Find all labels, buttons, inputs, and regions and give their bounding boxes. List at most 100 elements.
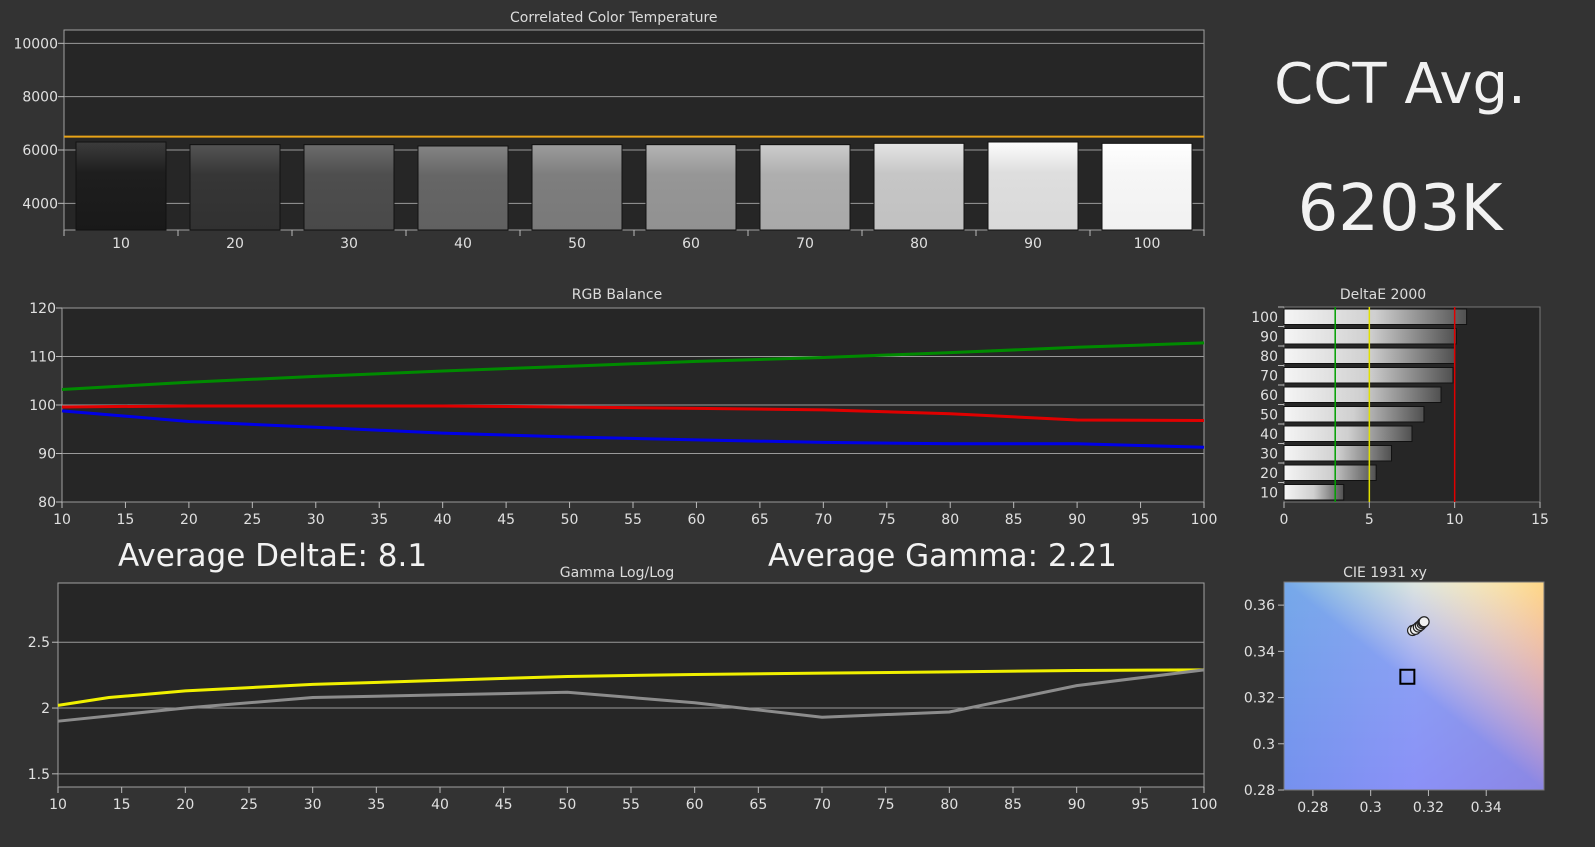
rgb-xtick-label: 90 <box>1068 512 1086 528</box>
cct-xtick-label: 20 <box>226 236 244 252</box>
rgb-xtick-label: 45 <box>497 512 515 528</box>
gamma-series-target <box>57 668 1205 707</box>
rgb-xtick-label: 55 <box>624 512 642 528</box>
deltae-ytick-label: 80 <box>1260 349 1278 365</box>
cct-xtick-label: 10 <box>112 236 130 252</box>
cie-gamut-blue <box>1283 581 1545 791</box>
gamma-xtick-label: 20 <box>176 797 194 813</box>
cie-chart: 0.28 0.3 0.32 0.34 0.36 0.28 0.3 0.32 0.34 <box>1244 581 1545 816</box>
rgb-xtick-label: 85 <box>1005 512 1023 528</box>
cie-ytick-label: 0.36 <box>1244 598 1275 614</box>
cct-ytick-label: 8000 <box>22 90 58 106</box>
gamma-xtick-label: 15 <box>113 797 131 813</box>
deltae-bar <box>1283 386 1442 403</box>
gamma-xtick-label: 100 <box>1191 797 1218 813</box>
gamma-plot-area <box>57 582 1205 788</box>
deltae-xtick-label: 0 <box>1280 512 1289 528</box>
deltae-ytick-label: 50 <box>1260 407 1278 423</box>
rgb-balance-chart: 80 90 100 110 120 10 15 20 25 30 35 40 45 50 55 60 65 70 7… <box>29 301 1218 528</box>
rgb-xtick-label: 20 <box>180 512 198 528</box>
gamma-xtick-label: 70 <box>813 797 831 813</box>
rgb-xtick-label: 50 <box>561 512 579 528</box>
cie-chart-title: CIE 1931 xy <box>1343 565 1427 581</box>
deltae-bar <box>1283 406 1425 423</box>
cct-bar <box>1101 142 1193 231</box>
rgb-xtick-label: 80 <box>941 512 959 528</box>
gamma-chart-title: Gamma Log/Log <box>559 565 675 581</box>
average-deltae: Average DeltaE: 8.1 <box>118 538 428 574</box>
cct-bar <box>645 144 737 231</box>
gamma-xtick-label: 25 <box>240 797 258 813</box>
gamma-xtick-label: 65 <box>749 797 767 813</box>
rgb-xtick-label: 35 <box>370 512 388 528</box>
rgb-ytick-label: 100 <box>29 398 56 414</box>
rgb-xtick-label: 15 <box>117 512 135 528</box>
rgb-xtick-label: 65 <box>751 512 769 528</box>
cie-ytick-label: 0.28 <box>1244 783 1275 799</box>
cct-ytick-label: 10000 <box>13 36 58 52</box>
gamma-series-measured <box>57 668 1205 723</box>
rgb-xtick-label: 10 <box>53 512 71 528</box>
rgb-xtick-label: 95 <box>1132 512 1150 528</box>
gamma-chart: 1.5 2 2.5 10 15 20 25 30 35 40 45 50 55 60 65 70 75 80 85 9… <box>28 582 1218 813</box>
cct-xtick-label: 90 <box>1024 236 1042 252</box>
cie-xtick-label: 0.34 <box>1471 800 1502 816</box>
gamma-ytick-label: 2.5 <box>28 635 50 651</box>
deltae-ytick-label: 40 <box>1260 427 1278 443</box>
deltae-chart: 10 20 30 40 50 60 70 80 90 100 0 5 10 15 <box>1251 306 1549 528</box>
cct-chart: 4000 6000 8000 10000 10 20 30 40 50 60 70 80 90 100 <box>13 29 1205 252</box>
cct-bar <box>189 144 281 231</box>
cct-bar <box>303 144 395 231</box>
cct-bar <box>759 144 851 231</box>
cie-xtick-label: 0.28 <box>1297 800 1328 816</box>
cie-ytick-label: 0.32 <box>1244 691 1275 707</box>
gamma-xtick-label: 30 <box>304 797 322 813</box>
rgb-ytick-label: 80 <box>38 495 56 511</box>
rgb-xtick-label: 70 <box>814 512 832 528</box>
cct-bar <box>531 144 623 231</box>
deltae-ytick-label: 70 <box>1260 368 1278 384</box>
cct-ytick-label: 4000 <box>22 196 58 212</box>
cct-bar <box>75 141 167 231</box>
cct-avg-value: 6203K <box>1297 172 1503 246</box>
cct-xtick-label: 60 <box>682 236 700 252</box>
cct-xtick-label: 40 <box>454 236 472 252</box>
rgb-xtick-label: 75 <box>878 512 896 528</box>
deltae-xtick-label: 15 <box>1531 512 1549 528</box>
rgb-xtick-label: 60 <box>688 512 706 528</box>
deltae-xtick-label: 5 <box>1365 512 1374 528</box>
rgb-series-red <box>61 404 1205 423</box>
gamma-ytick-label: 2 <box>41 701 50 717</box>
cct-chart-title: Correlated Color Temperature <box>510 10 718 26</box>
gamma-xtick-label: 80 <box>940 797 958 813</box>
gamma-xtick-label: 85 <box>1004 797 1022 813</box>
deltae-ytick-label: 10 <box>1260 485 1278 501</box>
deltae-bar <box>1283 328 1457 345</box>
deltae-bar <box>1283 367 1454 384</box>
cct-ytick-label: 6000 <box>22 143 58 159</box>
rgb-ytick-label: 90 <box>38 447 56 463</box>
cct-bar <box>873 142 965 231</box>
deltae-bar <box>1283 308 1468 325</box>
cie-ytick-label: 0.3 <box>1253 737 1275 753</box>
cie-xtick-label: 0.32 <box>1413 800 1444 816</box>
deltae-ytick-label: 60 <box>1260 388 1278 404</box>
rgb-xtick-label: 100 <box>1191 512 1218 528</box>
rgb-ytick-label: 120 <box>29 301 56 317</box>
deltae-ytick-label: 30 <box>1260 446 1278 462</box>
deltae-xtick-label: 10 <box>1446 512 1464 528</box>
cie-xtick-label: 0.3 <box>1360 800 1382 816</box>
cct-xtick-label: 80 <box>910 236 928 252</box>
deltae-bar <box>1283 464 1377 481</box>
deltae-bar <box>1283 425 1413 442</box>
rgb-xtick-label: 25 <box>243 512 261 528</box>
rgb-xtick-label: 40 <box>434 512 452 528</box>
deltae-bar <box>1283 445 1393 462</box>
gamma-xtick-label: 40 <box>431 797 449 813</box>
rgb-series-green <box>61 341 1205 391</box>
rgb-series-blue <box>61 409 1205 449</box>
rgb-chart-title: RGB Balance <box>571 287 663 303</box>
deltae-bar <box>1283 484 1345 501</box>
gamma-ytick-label: 1.5 <box>28 767 50 783</box>
cct-bar <box>417 145 509 231</box>
